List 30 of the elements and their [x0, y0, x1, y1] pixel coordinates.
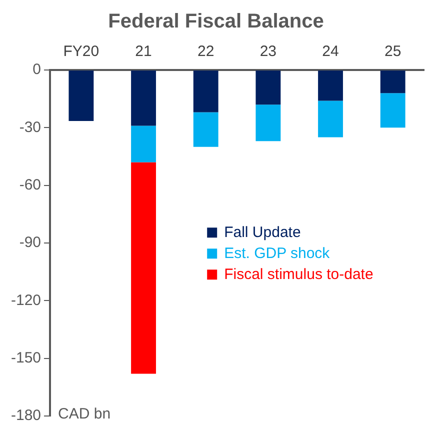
y-tick-label: -90	[19, 234, 42, 252]
bar	[318, 100, 343, 138]
legend-label: Fiscal stimulus to-date	[224, 266, 374, 283]
x-tick-label: 22	[198, 43, 214, 60]
y-tick-label: 0	[32, 61, 42, 78]
legend-label: Fall Update	[224, 224, 301, 241]
legend-label: Est. GDP shock	[224, 244, 330, 262]
bar	[318, 70, 343, 101]
bar	[131, 162, 156, 374]
bar	[68, 70, 94, 121]
bar	[131, 70, 156, 126]
x-tick-label: 23	[260, 43, 277, 60]
bar	[131, 126, 156, 162]
y-axis-title: CAD bn	[58, 406, 111, 423]
y-tick-label: -30	[19, 118, 42, 136]
y-tick-label: -60	[19, 176, 42, 194]
bar	[193, 70, 218, 112]
y-tick-label: -150	[10, 349, 42, 366]
bar	[193, 112, 218, 147]
y-tick-label: -120	[10, 292, 42, 309]
x-tick-label: 25	[384, 43, 402, 60]
x-tick-label: 21	[135, 43, 152, 60]
x-tick-label: FY20	[63, 43, 100, 60]
bar	[380, 70, 406, 94]
x-tick-label: 24	[322, 43, 339, 60]
bar	[256, 104, 281, 142]
y-tick-label: -180	[10, 407, 42, 424]
bar	[256, 70, 281, 105]
bar	[380, 93, 406, 128]
chart-title: Federal Fiscal Balance	[108, 10, 324, 33]
